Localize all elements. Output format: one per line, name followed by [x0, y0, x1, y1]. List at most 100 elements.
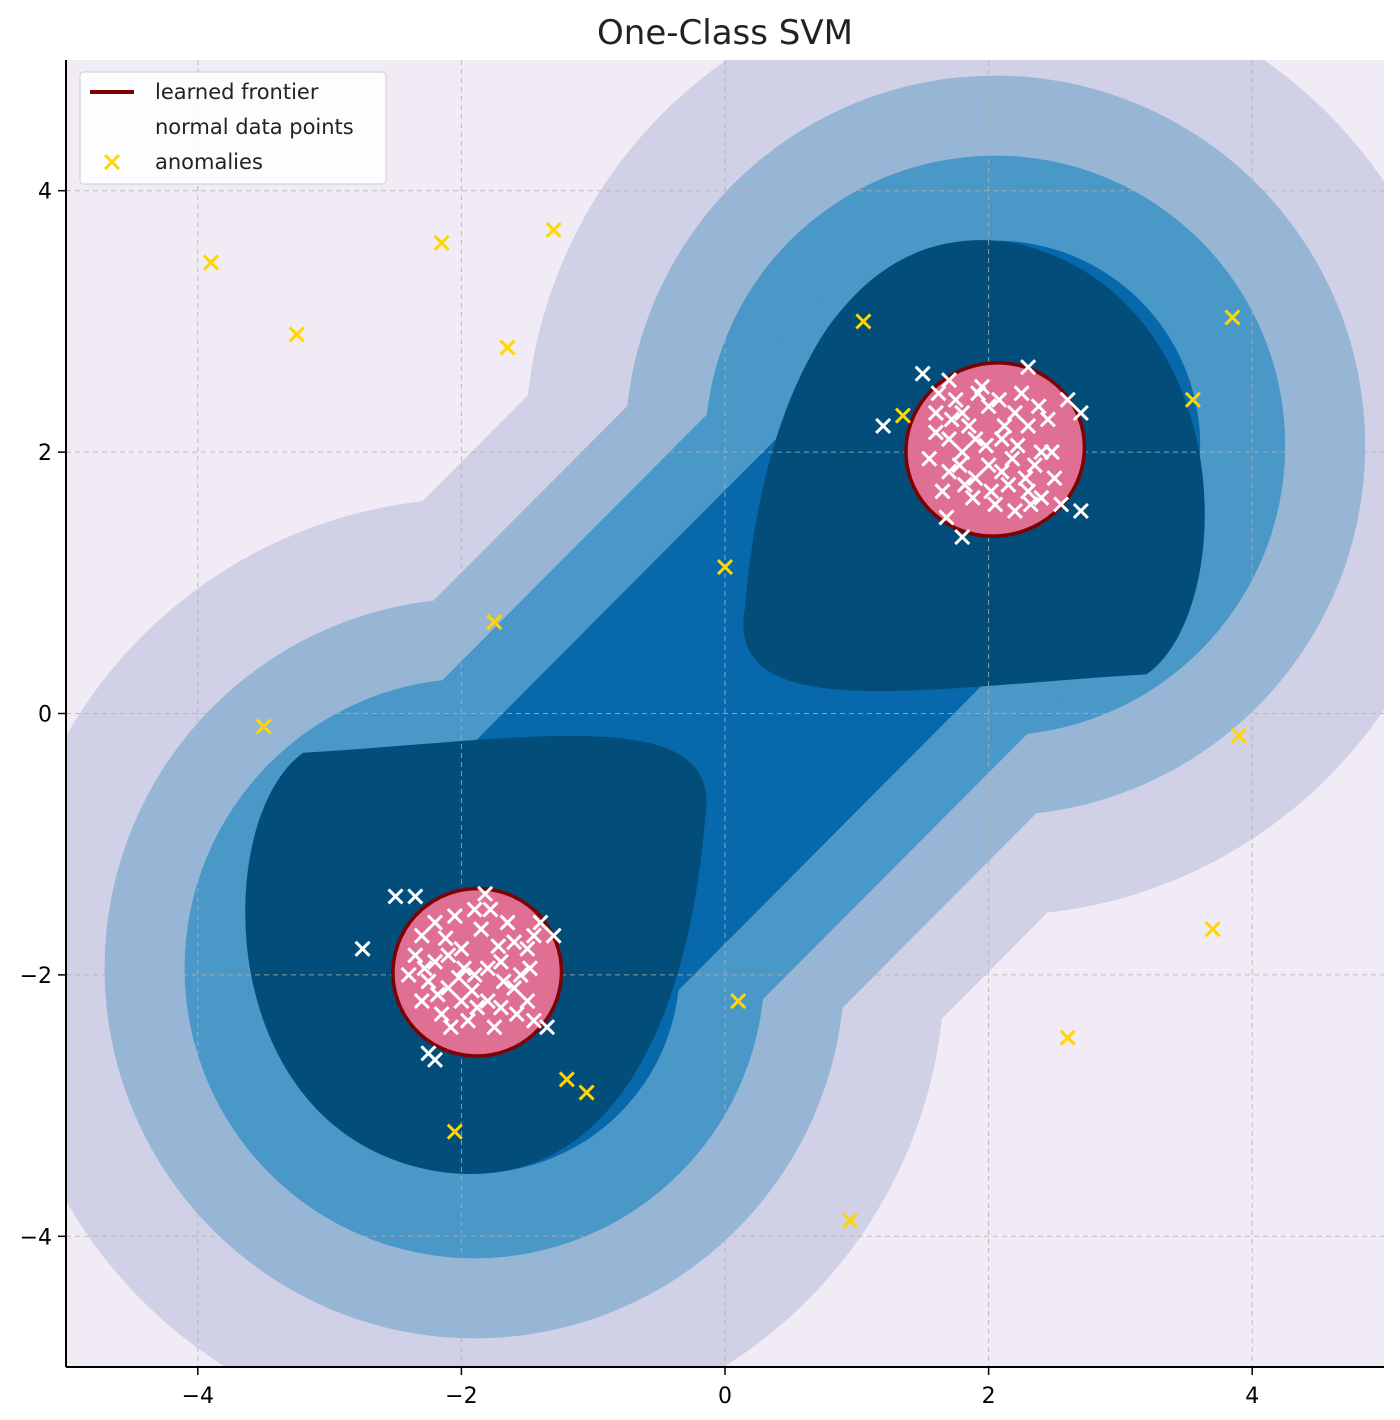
- normal-point: [1072, 404, 1089, 421]
- anomaly-point: [433, 234, 450, 252]
- normal-point: [420, 973, 437, 990]
- anomaly-point: [1059, 1029, 1076, 1046]
- legend-anomaly-label: anomalies: [155, 150, 263, 174]
- y-tick-label: −2: [20, 964, 52, 989]
- normal-point: [492, 953, 510, 970]
- normal-point: [1043, 444, 1060, 461]
- normal-point: [967, 430, 984, 448]
- anomaly-point: [499, 339, 516, 356]
- normal-point: [927, 404, 944, 421]
- normal-point: [426, 1051, 444, 1068]
- anomaly-point: [558, 1071, 575, 1088]
- normal-point: [429, 986, 446, 1003]
- anomaly-point: [255, 718, 272, 735]
- normal-point: [400, 966, 417, 983]
- normal-point: [1017, 470, 1034, 487]
- normal-point: [512, 966, 529, 983]
- normal-point: [934, 483, 951, 500]
- normal-point: [954, 444, 971, 461]
- normal-point: [473, 921, 490, 938]
- normal-point: [521, 960, 538, 977]
- normal-point: [486, 1019, 503, 1036]
- normal-point: [1022, 496, 1039, 513]
- normal-point: [993, 430, 1010, 448]
- legend-normal-label: normal data points: [155, 115, 354, 139]
- normal-point: [993, 463, 1010, 480]
- normal-point: [1046, 470, 1063, 487]
- normal-point: [954, 404, 971, 421]
- normal-point: [980, 398, 997, 415]
- normal-point: [956, 476, 973, 493]
- normal-point: [960, 417, 977, 435]
- normal-point: [539, 1019, 556, 1036]
- normal-point: [442, 1019, 459, 1036]
- anomaly-point: [545, 221, 562, 238]
- normal-point: [463, 982, 481, 999]
- legend-frontier-label: learned frontier: [155, 80, 319, 104]
- normal-point: [980, 457, 997, 474]
- normal-point: [1020, 483, 1037, 500]
- normal-point: [940, 463, 958, 480]
- anomaly-point: [716, 559, 734, 576]
- normal-point: [940, 372, 958, 389]
- legend: learned frontier normal data points anom…: [79, 71, 387, 185]
- anomaly-point: [486, 613, 503, 631]
- normal-point: [416, 960, 433, 977]
- normal-point: [453, 940, 470, 957]
- normal-point: [545, 927, 562, 944]
- normal-point: [1020, 359, 1037, 376]
- normal-point: [1006, 404, 1024, 421]
- normal-point: [477, 885, 494, 902]
- normal-point: [446, 908, 463, 925]
- normal-point: [1020, 417, 1037, 435]
- normal-point: [455, 960, 473, 977]
- x-tick-label: −4: [182, 1384, 214, 1409]
- normal-point: [413, 992, 430, 1010]
- legend-normal-swatch: [103, 117, 121, 135]
- normal-point: [466, 966, 483, 983]
- normal-point: [519, 940, 536, 957]
- anomaly-point: [894, 407, 911, 424]
- y-tick-label: 0: [38, 703, 52, 728]
- x-tick-label: 4: [1245, 1384, 1259, 1409]
- normal-point: [940, 430, 958, 448]
- anomaly-point: [842, 1212, 859, 1229]
- normal-point: [938, 509, 955, 526]
- decision-function-contours: [66, 60, 1384, 1367]
- normal-point: [983, 483, 1000, 500]
- normal-point: [991, 391, 1008, 408]
- normal-point: [466, 901, 483, 918]
- normal-point: [1013, 385, 1030, 402]
- anomaly-points: [202, 221, 1248, 1229]
- x-tick-label: −2: [445, 1384, 477, 1409]
- normal-point: [964, 489, 981, 506]
- normal-point: [1033, 489, 1050, 506]
- legend-box: [79, 71, 387, 185]
- normal-data-points: [354, 359, 1089, 1068]
- normal-point: [927, 424, 944, 441]
- normal-point: [1072, 502, 1089, 519]
- normal-point: [947, 391, 964, 408]
- x-tick-label: 2: [982, 1384, 996, 1409]
- normal-point: [479, 960, 496, 977]
- y-tick-label: −4: [20, 1225, 52, 1250]
- anomaly-point: [288, 326, 305, 343]
- anomaly-point: [1204, 921, 1221, 938]
- normal-point: [996, 417, 1013, 435]
- anomaly-point: [855, 313, 872, 330]
- normal-point: [525, 927, 542, 944]
- normal-point: [450, 969, 467, 986]
- anomaly-point: [1184, 391, 1201, 408]
- normal-point: [987, 496, 1004, 513]
- normal-point: [506, 934, 523, 951]
- normal-point: [1009, 437, 1026, 454]
- normal-point: [482, 901, 499, 918]
- legend-anomaly-swatch: [103, 153, 121, 171]
- normal-point: [459, 1012, 477, 1029]
- normal-point: [426, 953, 444, 970]
- normal-point: [437, 930, 454, 947]
- normal-point: [525, 1012, 542, 1029]
- normal-point: [407, 947, 424, 964]
- normal-point: [499, 914, 516, 931]
- normal-point: [440, 947, 457, 964]
